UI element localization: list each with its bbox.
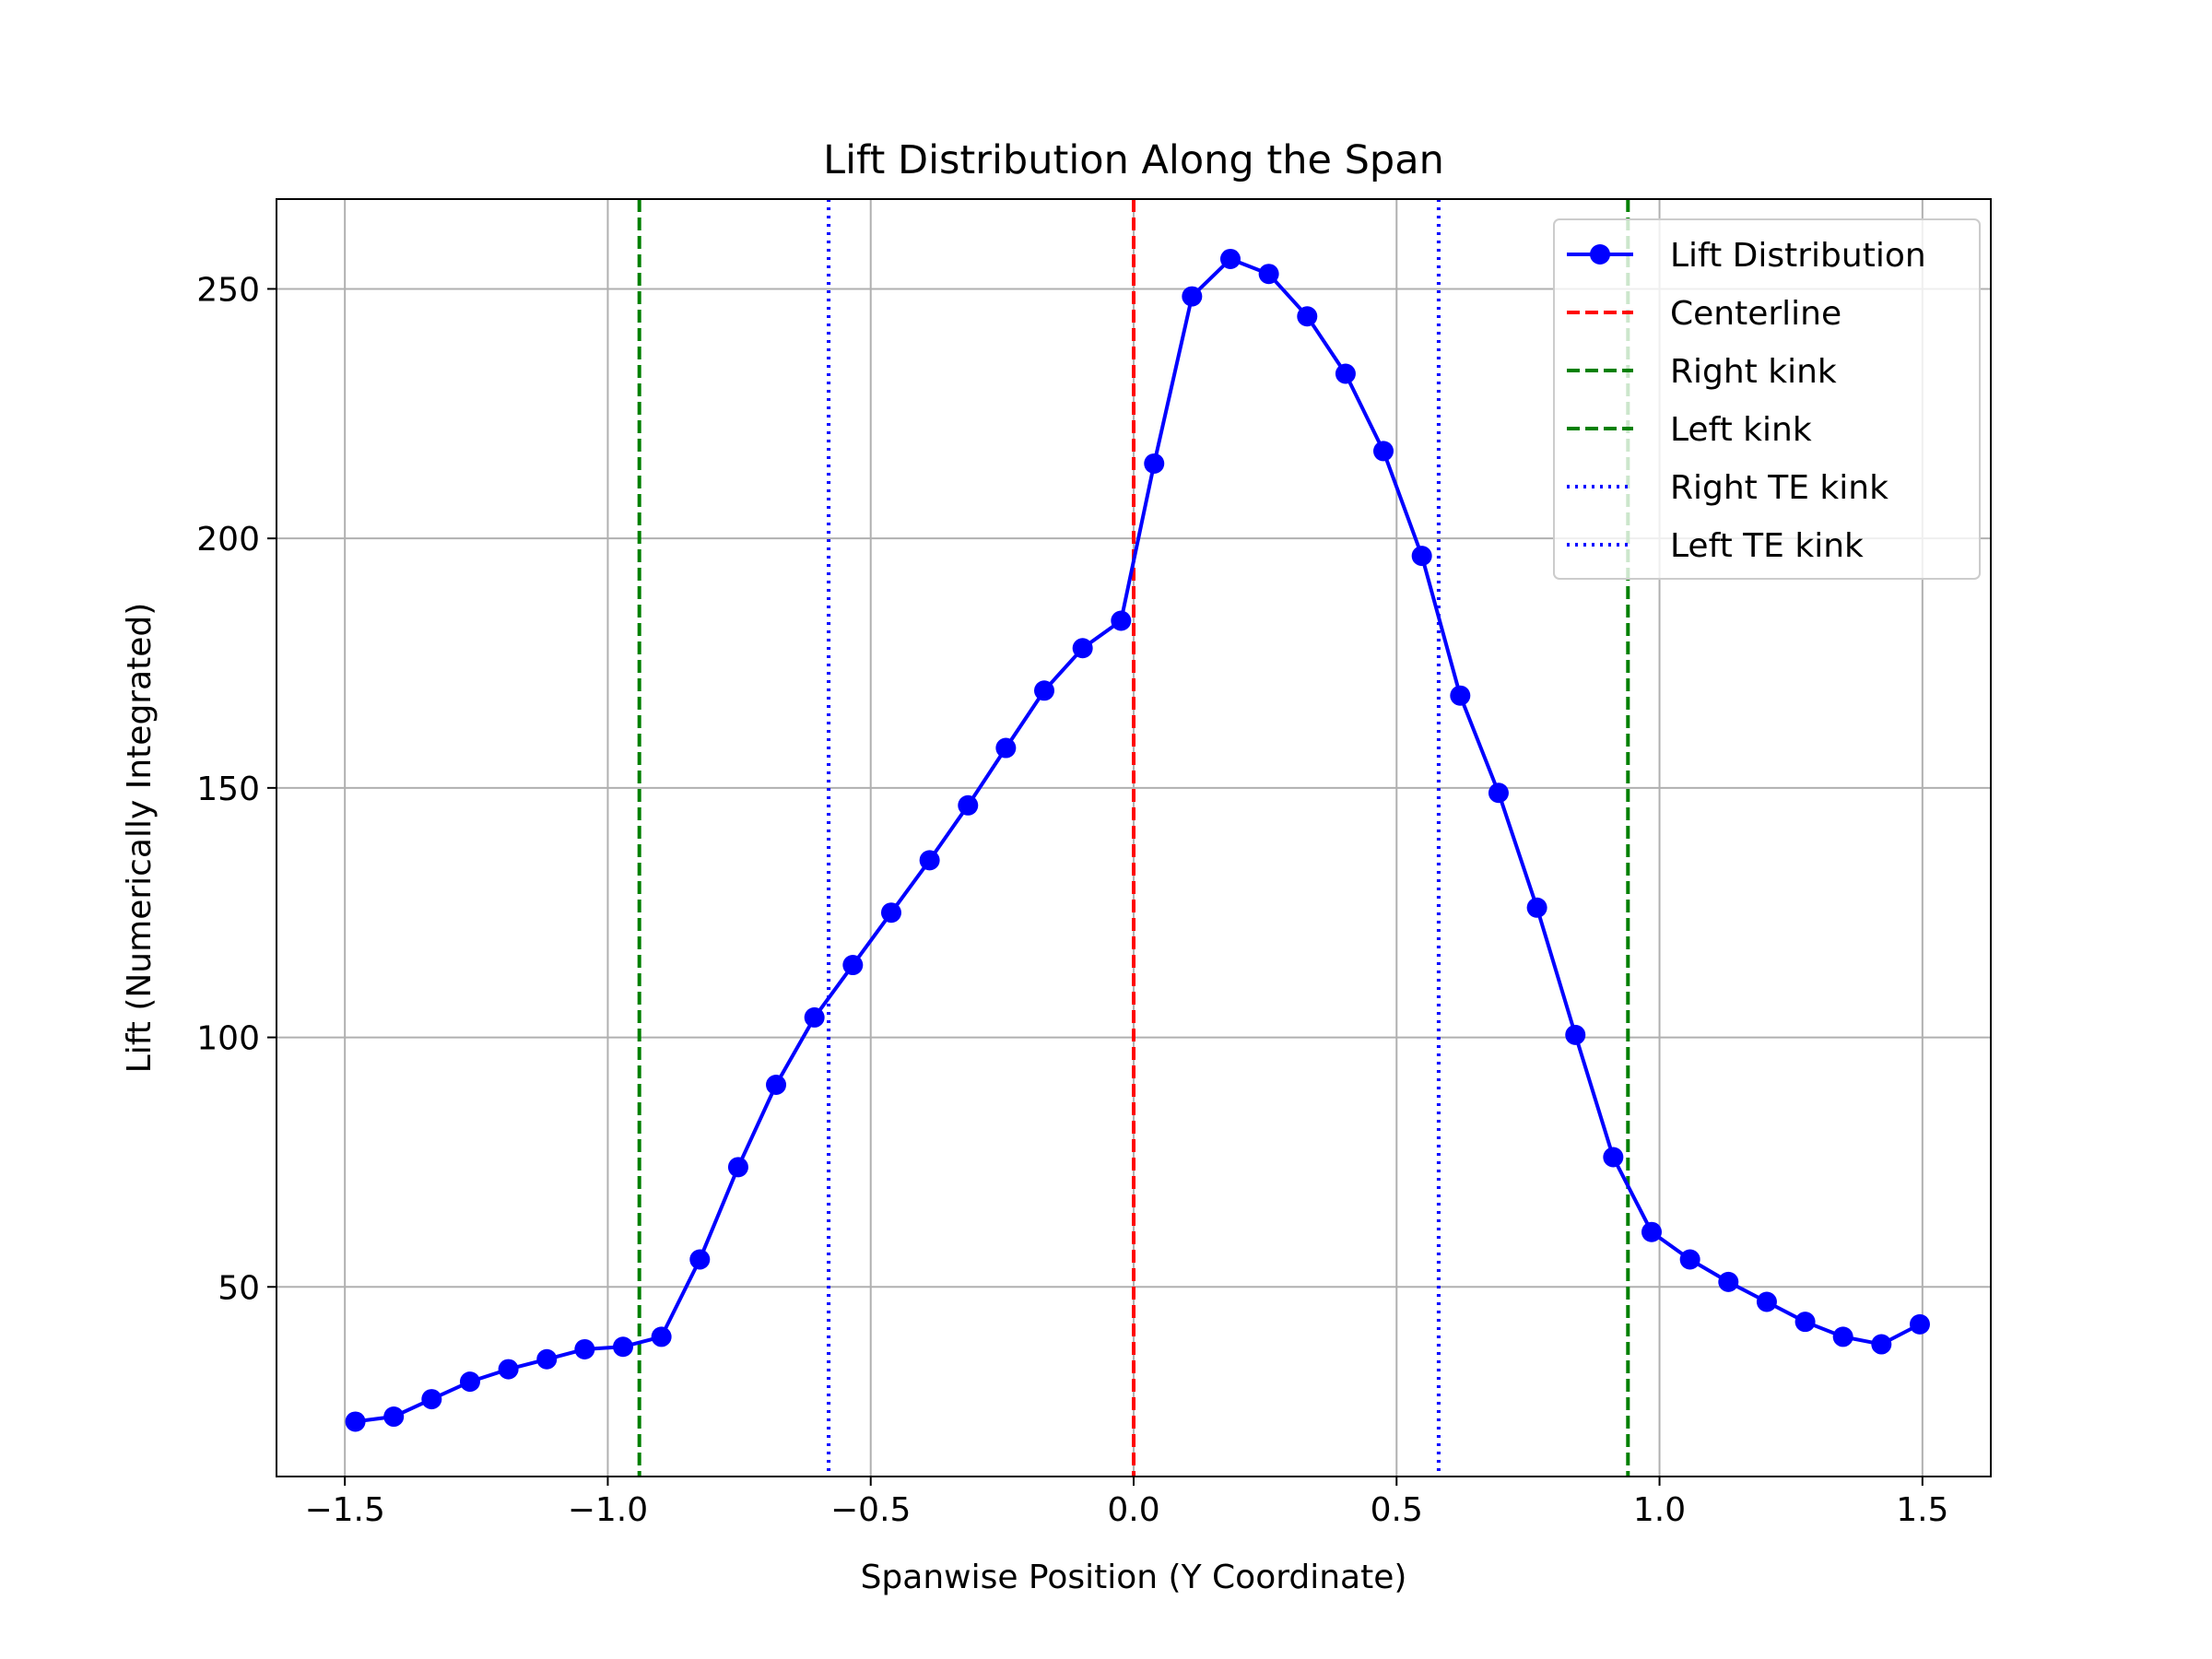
- data-point: [1794, 1312, 1816, 1333]
- data-point: [842, 955, 864, 976]
- data-point: [1909, 1313, 1930, 1335]
- data-point: [1297, 306, 1318, 327]
- y-tick-label: 200: [196, 521, 260, 559]
- x-tick-label: 0.0: [1107, 1491, 1159, 1529]
- x-tick-label: −1.0: [568, 1491, 648, 1529]
- data-point: [1756, 1291, 1777, 1312]
- legend-label: Right kink: [1670, 353, 1837, 391]
- data-point: [1871, 1334, 1892, 1355]
- data-point: [1565, 1024, 1586, 1045]
- data-point: [1411, 546, 1432, 567]
- data-point: [1182, 286, 1203, 307]
- legend-label: Lift Distribution: [1670, 237, 1926, 275]
- data-point: [1258, 264, 1279, 285]
- data-point: [919, 850, 940, 871]
- data-point: [804, 1006, 825, 1028]
- data-point: [1450, 685, 1471, 706]
- data-point: [1335, 363, 1356, 384]
- data-point: [1832, 1326, 1853, 1347]
- data-point: [1144, 453, 1165, 474]
- data-point: [727, 1157, 748, 1178]
- x-tick-label: 1.0: [1633, 1491, 1686, 1529]
- data-point: [1718, 1271, 1739, 1292]
- y-axis-title: Lift (Numerically Integrated): [121, 603, 159, 1074]
- y-tick-label: 250: [196, 271, 260, 309]
- data-point: [651, 1326, 672, 1347]
- data-point: [383, 1406, 405, 1428]
- data-point: [1072, 638, 1093, 659]
- data-point: [1641, 1221, 1662, 1242]
- data-point: [1373, 441, 1394, 462]
- data-point: [880, 902, 901, 924]
- data-point: [1219, 248, 1241, 269]
- legend-label: Left kink: [1670, 411, 1812, 449]
- legend: Lift Distribution Centerline Right kink Lef…: [1553, 218, 1981, 580]
- data-point: [498, 1359, 519, 1380]
- data-point: [689, 1249, 711, 1270]
- data-point: [421, 1389, 442, 1410]
- data-point: [536, 1348, 558, 1370]
- data-series: [345, 248, 1930, 1432]
- data-point: [995, 737, 1017, 759]
- data-point: [1603, 1147, 1624, 1168]
- x-tick-label: 0.5: [1371, 1491, 1423, 1529]
- x-tick-label: −1.5: [304, 1491, 384, 1529]
- x-tick-label: −0.5: [830, 1491, 911, 1529]
- legend-label: Left TE kink: [1670, 527, 1864, 565]
- x-axis-title: Spanwise Position (Y Coordinate): [861, 1559, 1407, 1596]
- legend-label: Centerline: [1670, 295, 1841, 333]
- data-point: [1111, 610, 1132, 631]
- legend-label: Right TE kink: [1670, 469, 1888, 507]
- chart-title: Lift Distribution Along the Span: [823, 137, 1444, 183]
- data-point: [459, 1371, 480, 1393]
- data-point: [958, 794, 979, 816]
- data-point: [766, 1074, 787, 1095]
- axis-ticks: −1.5 −1.0 −0.5 0.0 0.5 1.0 1.5 50 100 150 200 250: [196, 271, 1948, 1529]
- legend-marker: [1590, 244, 1610, 265]
- y-tick-label: 50: [218, 1269, 260, 1307]
- data-point: [1488, 782, 1509, 804]
- data-point: [1526, 897, 1547, 918]
- data-point: [345, 1411, 366, 1432]
- data-point: [1679, 1249, 1700, 1270]
- y-tick-label: 150: [196, 771, 260, 808]
- data-point: [574, 1338, 595, 1359]
- legend-box: [1553, 218, 1981, 580]
- y-tick-label: 100: [196, 1020, 260, 1058]
- data-point: [1034, 680, 1055, 701]
- data-point: [612, 1336, 633, 1358]
- x-tick-label: 1.5: [1896, 1491, 1948, 1529]
